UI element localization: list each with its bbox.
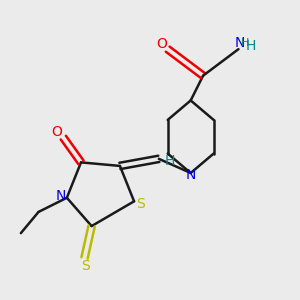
Text: N: N bbox=[235, 36, 245, 50]
Text: H: H bbox=[165, 154, 175, 168]
Text: N: N bbox=[185, 168, 196, 182]
Text: S: S bbox=[136, 197, 145, 211]
Text: N: N bbox=[55, 189, 66, 203]
Text: H: H bbox=[246, 39, 256, 52]
Text: O: O bbox=[156, 37, 167, 51]
Text: H: H bbox=[241, 38, 249, 48]
Text: O: O bbox=[52, 125, 62, 139]
Text: S: S bbox=[81, 259, 90, 273]
